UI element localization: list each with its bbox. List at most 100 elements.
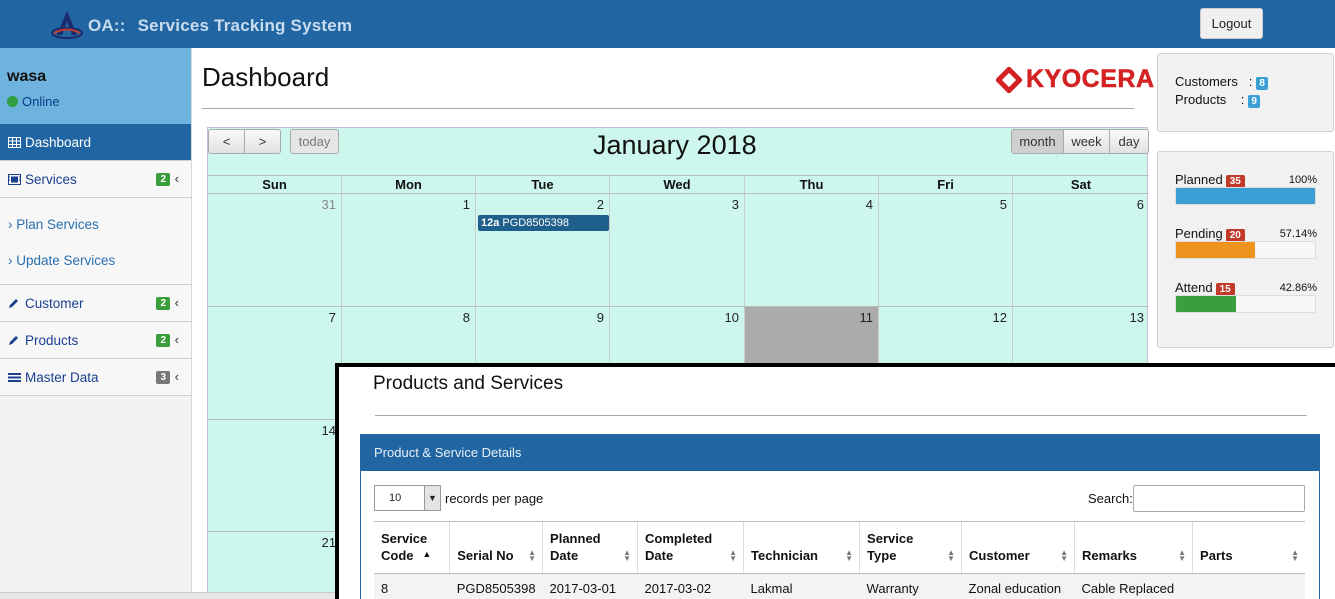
sidebar-item-update-services[interactable]: › Update Services bbox=[8, 252, 116, 268]
table-cell: 2017-03-02 bbox=[637, 573, 744, 599]
weekday-label: Mon bbox=[342, 176, 476, 193]
customers-label: Customers bbox=[1175, 74, 1238, 89]
weekday-label: Tue bbox=[476, 176, 610, 193]
sort-icon: ▲ ▼ bbox=[947, 548, 956, 563]
progress-percent: 42.86% bbox=[1279, 282, 1317, 294]
column-header-label: Technician bbox=[751, 548, 818, 563]
divider bbox=[202, 108, 1134, 109]
sidebar-item-services[interactable]: Services 2 ‹ bbox=[0, 161, 191, 198]
column-header-label: Customer bbox=[969, 548, 1030, 563]
pencil-icon bbox=[9, 335, 18, 345]
sidebar-item-products[interactable]: Products 2 ‹ bbox=[0, 322, 191, 359]
records-per-page-select[interactable]: 10 ▼ bbox=[374, 485, 441, 511]
progress-fill bbox=[1176, 296, 1236, 312]
sidebar-item-label: Master Data bbox=[25, 369, 99, 385]
calendar-day-cell[interactable]: 6 bbox=[1136, 197, 1144, 212]
column-header[interactable]: Parts ▲ ▼ bbox=[1192, 521, 1305, 574]
horizontal-scrollbar[interactable] bbox=[0, 592, 336, 599]
table-row[interactable]: 8 PGD8505398 2017-03-01 2017-03-02 Lakma… bbox=[374, 573, 1305, 599]
table-icon bbox=[8, 136, 21, 148]
view-week-button[interactable]: week bbox=[1063, 129, 1110, 154]
calendar-title: January 2018 bbox=[593, 130, 757, 160]
progress-bar-pending bbox=[1175, 241, 1316, 259]
column-header[interactable]: Planned Date ▲ ▼ bbox=[542, 521, 638, 574]
table-cell: 2017-03-01 bbox=[542, 573, 638, 599]
progress-bar-planned bbox=[1175, 187, 1316, 205]
progress-bar-attend bbox=[1175, 295, 1316, 313]
column-header[interactable]: Completed Date ▲ ▼ bbox=[637, 521, 744, 574]
progress-name: Planned bbox=[1175, 172, 1223, 187]
overlay-page-title: Products and Services bbox=[373, 373, 564, 394]
calendar-next-button[interactable]: > bbox=[244, 129, 281, 154]
calendar-day-cell[interactable]: 21 bbox=[208, 532, 342, 599]
calendar-day-cell[interactable]: 2 12a PGD8505398 bbox=[476, 194, 610, 306]
column-header-label: Service Type bbox=[867, 531, 914, 563]
search-input[interactable] bbox=[1133, 485, 1305, 512]
event-title: PGD8505398 bbox=[502, 217, 570, 229]
page-title: Dashboard bbox=[202, 62, 330, 92]
calendar-day-cell[interactable]: 3 bbox=[610, 194, 745, 306]
progress-label-pending: Pending 20 bbox=[1175, 226, 1245, 242]
sidebar-item-label: Services bbox=[25, 171, 77, 187]
chevron-left-icon: ‹ bbox=[174, 171, 179, 186]
sort-icon: ▲ ▼ bbox=[528, 548, 537, 563]
calendar-day-cell[interactable]: 4 bbox=[745, 194, 879, 306]
calendar-day-cell[interactable]: 31 bbox=[208, 194, 342, 306]
product-service-panel: Product & Service Details 10 ▼ records p… bbox=[360, 434, 1320, 599]
column-header[interactable]: Technician ▲ ▼ bbox=[743, 521, 860, 574]
table-cell: PGD8505398 bbox=[449, 573, 543, 599]
calendar-day-cell[interactable]: 5 bbox=[879, 194, 1013, 306]
list-icon bbox=[8, 372, 21, 382]
progress-name: Attend bbox=[1175, 280, 1213, 295]
sidebar-item-customer[interactable]: Customer 2 ‹ bbox=[0, 285, 191, 322]
weekday-label: Fri bbox=[879, 176, 1013, 193]
sidebar: wasa Online Dashboard Services 2 ‹ › Pla… bbox=[0, 48, 192, 599]
brand-wordmark: KYOCERA bbox=[1026, 65, 1155, 94]
column-header[interactable]: Service Code ▲ bbox=[374, 521, 450, 574]
calendar-day-cell[interactable]: 1 bbox=[342, 194, 476, 306]
table-cell: 8 bbox=[374, 573, 450, 599]
progress-fill bbox=[1176, 188, 1315, 204]
column-header[interactable]: Serial No ▲ ▼ bbox=[449, 521, 543, 574]
view-day-button[interactable]: day bbox=[1109, 129, 1149, 154]
column-header-label: Completed Date bbox=[645, 531, 713, 563]
weekday-label: Sat bbox=[1070, 177, 1092, 192]
dropdown-arrow-icon: ▼ bbox=[424, 486, 440, 510]
table-cell: Lakmal bbox=[743, 573, 860, 599]
table-cell: Zonal education bbox=[961, 573, 1075, 599]
film-icon bbox=[8, 173, 21, 185]
sidebar-item-master-data[interactable]: Master Data 3 ‹ bbox=[0, 359, 191, 396]
calendar-today-button[interactable]: today bbox=[290, 129, 339, 154]
column-header[interactable]: Remarks ▲ ▼ bbox=[1074, 521, 1193, 574]
calendar-day-cell[interactable]: 7 bbox=[208, 307, 342, 419]
column-header[interactable]: Customer ▲ ▼ bbox=[961, 521, 1075, 574]
sidebar-item-label: Dashboard bbox=[25, 134, 92, 150]
services-submenu: › Plan Services › Update Services bbox=[0, 198, 191, 285]
online-dot-icon bbox=[7, 96, 18, 107]
sidebar-item-dashboard[interactable]: Dashboard bbox=[0, 124, 191, 161]
pencil-icon bbox=[9, 298, 18, 308]
logout-button[interactable]: Logout bbox=[1200, 8, 1263, 39]
calendar-prev-button[interactable]: < bbox=[208, 129, 245, 154]
progress-fill bbox=[1176, 242, 1256, 258]
weekday-label: Wed bbox=[610, 176, 745, 193]
calendar-day-cell[interactable]: 14 bbox=[208, 420, 342, 531]
chevron-left-icon: ‹ bbox=[174, 332, 179, 347]
column-header-label: Serial No bbox=[457, 548, 514, 563]
app-logo-icon bbox=[51, 11, 83, 39]
column-header[interactable]: Service Type ▲ ▼ bbox=[859, 521, 962, 574]
view-month-button[interactable]: month bbox=[1011, 129, 1064, 154]
calendar-event[interactable]: 12a PGD8505398 bbox=[478, 215, 609, 231]
sort-icon: ▲ ▼ bbox=[729, 548, 738, 563]
customers-count-badge: 8 bbox=[1256, 77, 1268, 90]
app-title: OA:: Services Tracking System bbox=[88, 16, 352, 36]
sidebar-item-plan-services[interactable]: › Plan Services bbox=[8, 216, 99, 232]
calendar-day-cell[interactable]: 13 bbox=[1129, 310, 1144, 325]
services-table: Service Code ▲ Serial No ▲ ▼ Planned Date ▲ ▼… bbox=[374, 521, 1305, 599]
table-cell bbox=[1192, 573, 1305, 599]
progress-label-attend: Attend 15 bbox=[1175, 280, 1235, 296]
sort-asc-icon: ▲ bbox=[422, 549, 432, 559]
user-status-text: Online bbox=[22, 94, 60, 109]
day-number: 2 bbox=[596, 197, 604, 212]
products-count-badge: 9 bbox=[1248, 95, 1260, 108]
